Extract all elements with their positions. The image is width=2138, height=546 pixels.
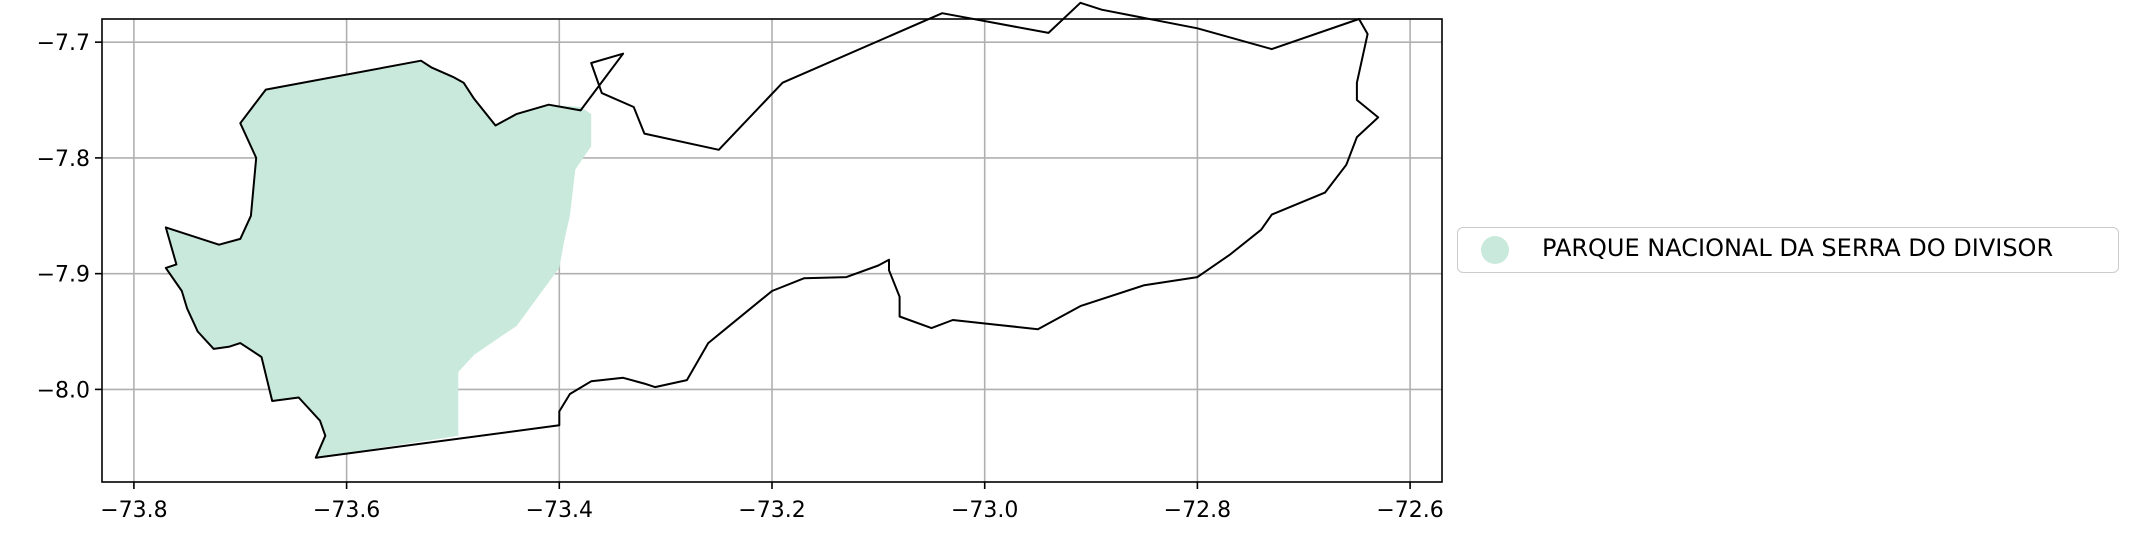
x-tick-label: −73.4 <box>526 498 593 523</box>
x-tick-label: −73.2 <box>738 498 805 523</box>
x-axis-ticks: −73.8 −73.6 −73.4 −73.2 −73.0 −72.8 −72.6 <box>100 482 1444 523</box>
x-tick-label: −73.0 <box>951 498 1018 523</box>
x-tick-label: −73.6 <box>313 498 380 523</box>
boundary-outline-layer <box>164 1 1380 459</box>
park-area-layer <box>165 60 592 458</box>
boundary-outline <box>164 1 1380 459</box>
legend-label: PARQUE NACIONAL DA SERRA DO DIVISOR <box>1542 234 2054 262</box>
y-tick-label: −7.7 <box>37 31 90 56</box>
legend-marker <box>1481 236 1509 264</box>
legend: PARQUE NACIONAL DA SERRA DO DIVISOR <box>1457 227 2119 273</box>
y-tick-label: −7.8 <box>37 147 90 172</box>
x-tick-label: −72.6 <box>1376 498 1443 523</box>
park-area <box>165 60 592 458</box>
y-tick-label: −7.9 <box>37 263 90 288</box>
x-tick-label: −72.8 <box>1164 498 1231 523</box>
y-axis-ticks: −7.7 −7.8 −7.9 −8.0 <box>37 31 102 403</box>
y-tick-label: −8.0 <box>37 378 90 403</box>
x-tick-label: −73.8 <box>100 498 167 523</box>
